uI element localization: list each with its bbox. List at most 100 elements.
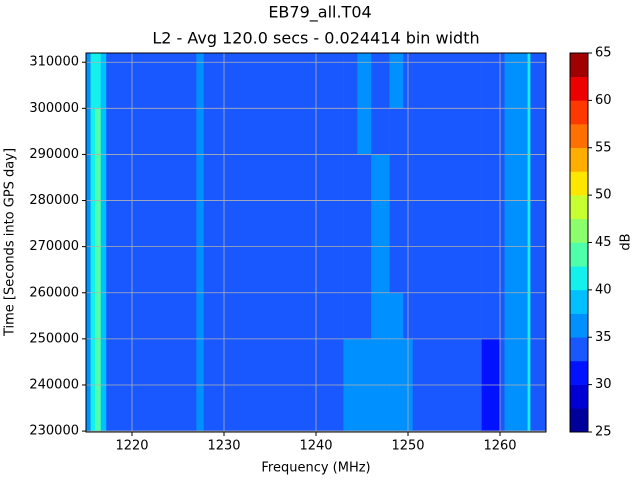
- heatmap-cell: [504, 338, 524, 386]
- heatmap-cell: [500, 338, 505, 386]
- colorbar-band: [570, 171, 588, 196]
- heatmap-cell: [100, 200, 107, 247]
- colorbar-tick-label: 65: [595, 46, 612, 61]
- heatmap-cell: [196, 154, 205, 201]
- colorbar-tick-label: 40: [595, 282, 612, 297]
- x-tick-label: 1250: [391, 439, 424, 454]
- heatmap-cell: [357, 384, 372, 433]
- heatmap-cell: [530, 292, 547, 340]
- heatmap-cell: [343, 338, 358, 386]
- heatmap-cell: [95, 108, 102, 155]
- heatmap-cell: [481, 200, 501, 247]
- y-axis-label: Time [Seconds into GPS day]: [3, 148, 18, 337]
- heatmap-cell: [500, 108, 505, 155]
- heatmap-cell: [527, 154, 531, 201]
- colorbar-band: [570, 76, 588, 101]
- heatmap-cell: [523, 292, 528, 340]
- heatmap-cell: [100, 384, 107, 433]
- heatmap-cell: [530, 246, 547, 294]
- heatmap-cell: [389, 246, 404, 294]
- heatmap-cell: [86, 246, 91, 294]
- heatmap-cell: [481, 53, 501, 109]
- heatmap-cell: [90, 108, 96, 155]
- heatmap-cell: [527, 53, 531, 109]
- heatmap-cell: [412, 154, 482, 201]
- colorbar-tick-label: 25: [595, 425, 612, 440]
- heatmap-cell: [90, 384, 96, 433]
- y-tick-label: 230000: [29, 424, 79, 439]
- heatmap-cell: [389, 154, 404, 201]
- heatmap-cell: [500, 384, 505, 433]
- x-tick-label: 1230: [207, 439, 240, 454]
- heatmap-cell: [481, 338, 501, 386]
- heatmap-cell: [95, 338, 102, 386]
- heatmap-cell: [527, 384, 531, 433]
- heatmap-cell: [203, 53, 344, 109]
- x-tick-label: 1220: [115, 439, 148, 454]
- heatmap-cell: [203, 338, 344, 386]
- heatmap-cell: [90, 292, 96, 340]
- colorbar-band: [570, 195, 588, 220]
- heatmap-cell: [343, 154, 358, 201]
- x-tick-label: 1260: [483, 439, 516, 454]
- heatmap-cell: [90, 200, 96, 247]
- colorbar-band: [570, 266, 588, 291]
- heatmap-cell: [371, 384, 390, 433]
- heatmap-cell: [357, 292, 372, 340]
- heatmap-cell: [357, 200, 372, 247]
- heatmap-cell: [371, 338, 390, 386]
- heatmap-cell: [500, 246, 505, 294]
- heatmap-cell: [530, 384, 547, 433]
- y-tick-label: 240000: [29, 377, 79, 392]
- heatmap-cell: [343, 200, 358, 247]
- y-tick-label: 310000: [29, 55, 79, 70]
- colorbar-band: [570, 360, 588, 385]
- heatmap-cell: [504, 246, 524, 294]
- heatmap-cell: [371, 200, 390, 247]
- heatmap-cell: [481, 154, 501, 201]
- heatmap-cell: [530, 53, 547, 109]
- heatmap-cell: [412, 200, 482, 247]
- heatmap-cell: [203, 246, 344, 294]
- heatmap-cell: [371, 108, 390, 155]
- heatmap-cell: [389, 338, 404, 386]
- heatmap-cell: [106, 338, 197, 386]
- heatmap-cell: [196, 338, 205, 386]
- heatmap-cell: [86, 108, 91, 155]
- heatmap-cell: [343, 246, 358, 294]
- heatmap-cell: [86, 384, 91, 433]
- heatmap-cell: [389, 108, 404, 155]
- colorbar-tick-label: 50: [595, 188, 612, 203]
- heatmap-cell: [90, 154, 96, 201]
- colorbar-tick-label: 45: [595, 235, 612, 250]
- colorbar-band: [570, 384, 588, 409]
- heatmap-cell: [100, 53, 107, 109]
- heatmap-cell: [412, 246, 482, 294]
- chart-subtitle: L2 - Avg 120.0 secs - 0.024414 bin width: [152, 29, 479, 48]
- heatmap-cell: [481, 108, 501, 155]
- heatmap-cell: [196, 200, 205, 247]
- heatmap-cell: [203, 154, 344, 201]
- heatmap-cell: [357, 338, 372, 386]
- colorbar-band: [570, 337, 588, 362]
- heatmap-cell: [523, 246, 528, 294]
- heatmap-cell: [504, 108, 524, 155]
- heatmap-cell: [523, 108, 528, 155]
- heatmap-cell: [389, 53, 404, 109]
- colorbar-tick-label: 35: [595, 330, 612, 345]
- heatmap-cell: [95, 200, 102, 247]
- y-tick-label: 300000: [29, 101, 79, 116]
- heatmap-cell: [203, 200, 344, 247]
- heatmap-cell: [95, 246, 102, 294]
- heatmap-cell: [481, 292, 501, 340]
- heatmap-cell: [527, 246, 531, 294]
- y-tick-label: 280000: [29, 193, 79, 208]
- plot-frame: [85, 52, 547, 433]
- heatmap-cell: [106, 246, 197, 294]
- colorbar-band: [570, 408, 588, 433]
- x-axis-label: Frequency (MHz): [261, 461, 370, 476]
- heatmap-cell: [500, 292, 505, 340]
- heatmap-cell: [527, 292, 531, 340]
- heatmap-cell: [86, 200, 91, 247]
- heatmap-cell: [530, 200, 547, 247]
